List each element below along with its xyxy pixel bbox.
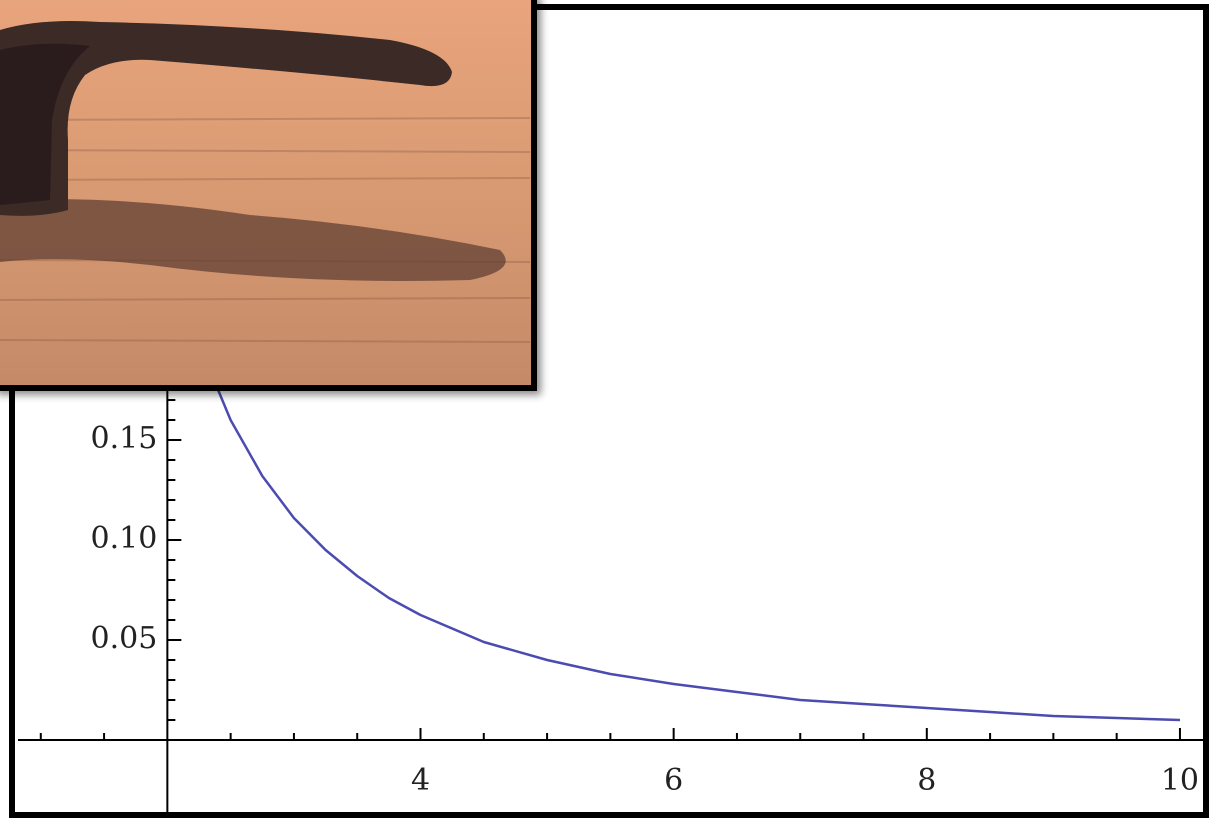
- chart: 4 6 8 10 0.05 0.10 0.15: [0, 0, 1214, 820]
- photo: [0, 0, 534, 388]
- x-tick-label: 8: [917, 763, 936, 798]
- y-tick-label: 0.15: [91, 421, 158, 456]
- y-tick-label: 0.10: [91, 521, 158, 556]
- x-tick-label: 4: [411, 763, 430, 798]
- x-tick-label: 6: [664, 763, 683, 798]
- x-tick-label: 10: [1161, 763, 1199, 798]
- y-tick-label: 0.05: [91, 621, 158, 656]
- page: 468100.050.100.15 (() => { const data = …: [0, 0, 1214, 820]
